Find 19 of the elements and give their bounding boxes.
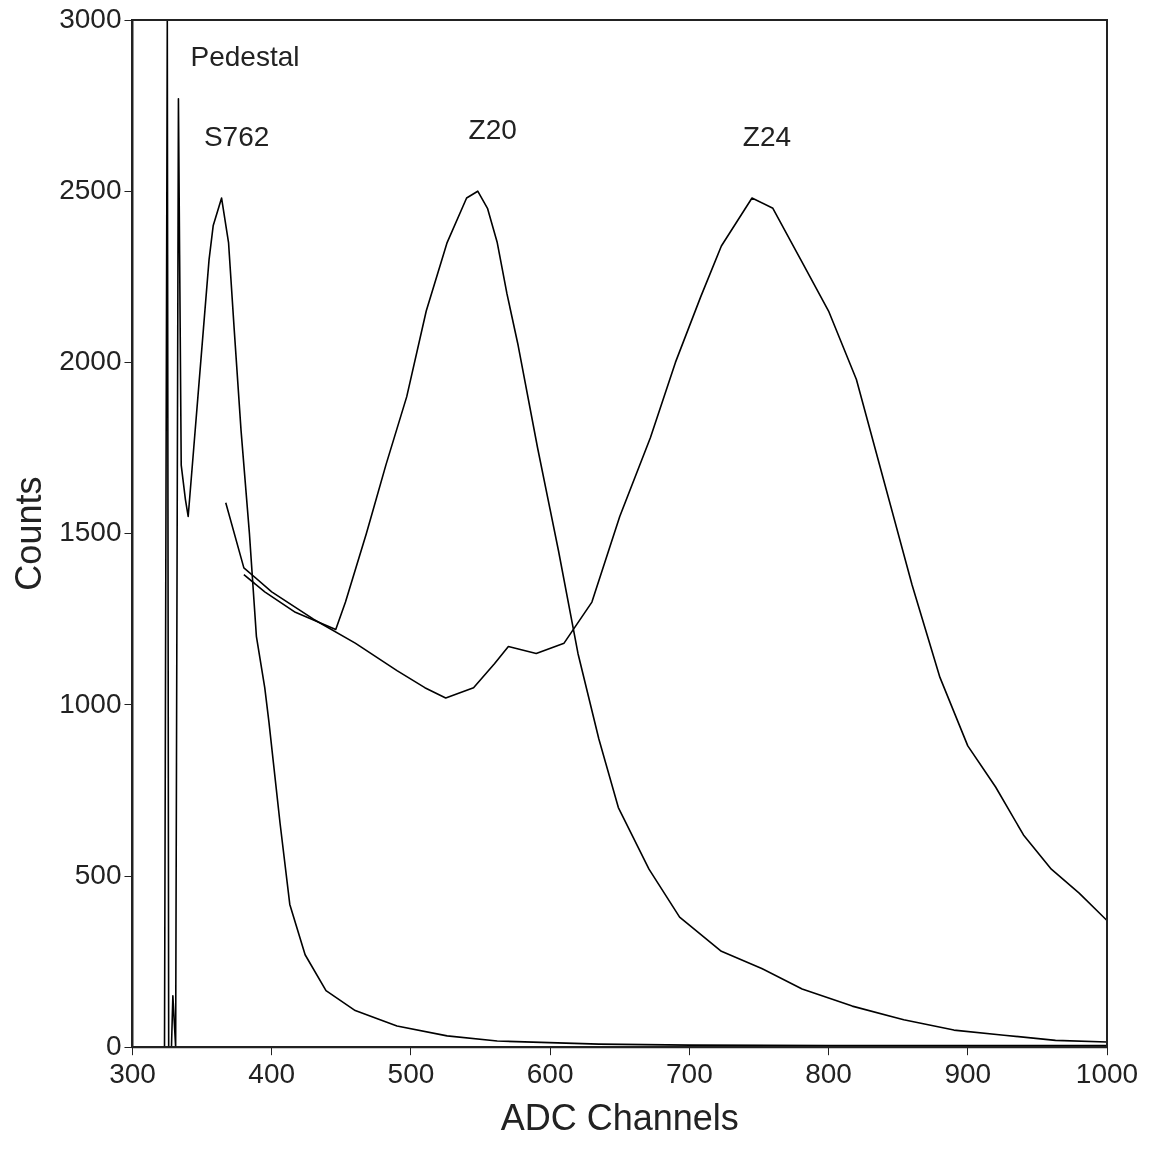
series-label: S762 [203, 120, 270, 152]
y-tick-label: 3000 [59, 2, 122, 34]
series-label: Z24 [742, 120, 792, 152]
x-tick-label: 1000 [1075, 1057, 1139, 1089]
x-tick-label: 700 [665, 1057, 713, 1089]
y-tick-label: 500 [74, 858, 122, 890]
x-axis-title: ADC Channels [500, 1097, 739, 1139]
x-tick-label: 500 [387, 1057, 435, 1089]
x-tick-label: 600 [526, 1057, 574, 1089]
x-tick-label: 400 [248, 1057, 296, 1089]
x-tick-label: 800 [805, 1057, 852, 1089]
annotation: Pedestal [190, 40, 300, 72]
y-tick-label: 1000 [59, 687, 122, 719]
y-axis-title: Counts [7, 476, 49, 591]
y-tick-label: 1500 [59, 516, 122, 548]
y-tick-label: 2000 [59, 345, 122, 377]
x-tick-label: 900 [944, 1057, 992, 1089]
y-tick-label: 2500 [59, 173, 122, 205]
series-label: Z20 [468, 113, 517, 145]
